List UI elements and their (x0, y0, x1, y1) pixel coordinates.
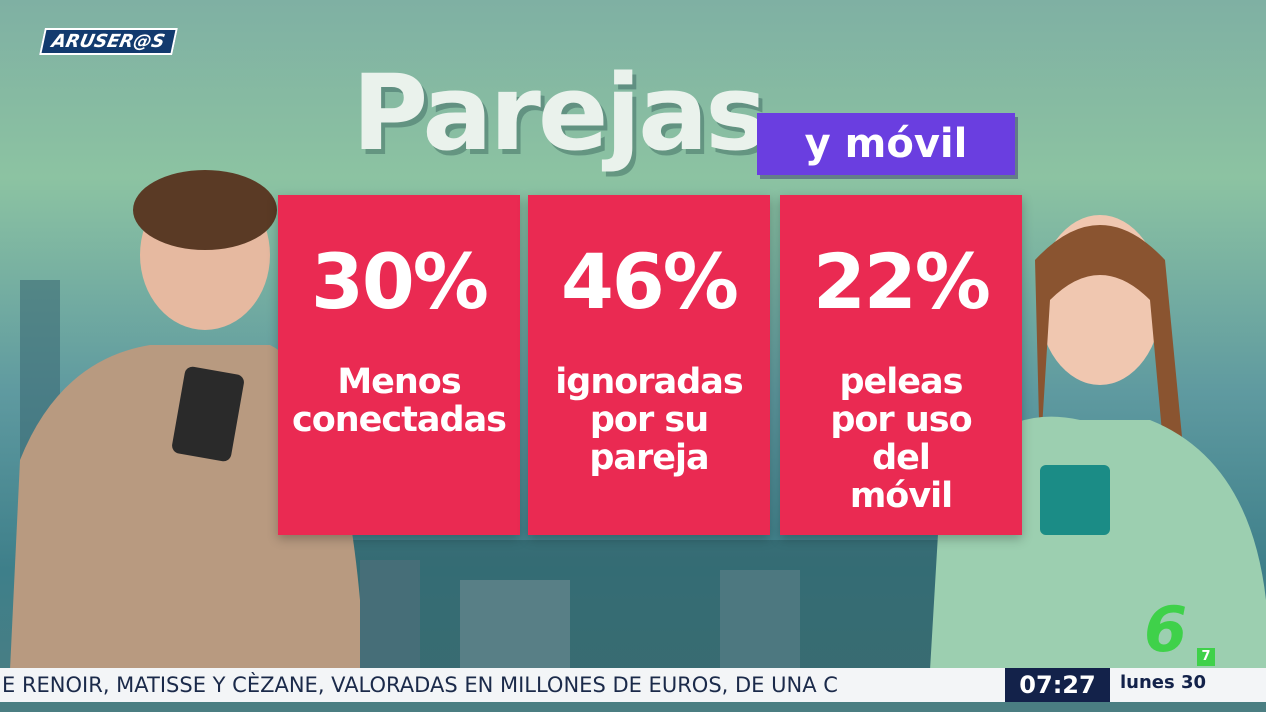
clock: 07:27 (1005, 668, 1110, 702)
stat-label: Menos conectadas (278, 363, 520, 439)
stat-label-line: ignoradas (555, 362, 743, 402)
stat-value: 22% (813, 237, 991, 326)
stat-card: 46% ignoradas por su pareja (528, 195, 770, 535)
subtitle: y móvil (757, 113, 1015, 175)
stat-label-line: del (872, 438, 931, 478)
ticker-text: E RENOIR, MATISSE Y CÈZANE, VALORADAS EN… (2, 673, 838, 697)
stat-label: ignoradas por su pareja (528, 363, 770, 477)
stat-label: peleas por uso del móvil (780, 363, 1022, 515)
channel-sub: 7 (1197, 648, 1215, 666)
stat-card: 22% peleas por uso del móvil (780, 195, 1022, 535)
stat-label-line: pareja (589, 438, 709, 478)
stat-label-line: móvil (849, 476, 953, 516)
stat-label-line: por su (589, 400, 709, 440)
show-logo: ARUSER@S (39, 28, 178, 55)
title: Parejas (352, 52, 767, 174)
stat-value: 30% (311, 237, 489, 326)
channel-logo: 6 (1144, 593, 1188, 666)
stat-card: 30% Menos conectadas (278, 195, 520, 535)
stat-label-line: conectadas (291, 400, 507, 440)
date: lunes 30 (1120, 672, 1207, 693)
stat-label-line: peleas (839, 362, 964, 402)
stat-label-line: Menos (337, 362, 461, 402)
stat-value: 46% (561, 237, 739, 326)
stat-label-line: por uso (830, 400, 972, 440)
